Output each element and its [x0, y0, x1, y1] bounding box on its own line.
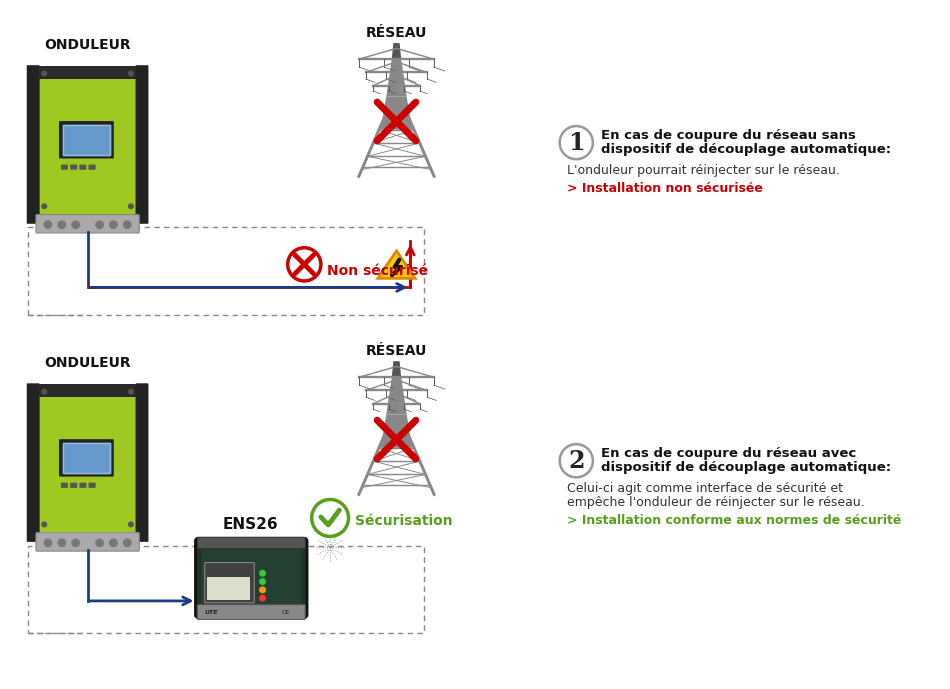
- Circle shape: [128, 389, 133, 394]
- FancyBboxPatch shape: [27, 383, 40, 542]
- FancyBboxPatch shape: [59, 121, 114, 158]
- Text: ENS26: ENS26: [223, 517, 278, 532]
- FancyBboxPatch shape: [88, 483, 96, 488]
- Text: 1: 1: [568, 131, 584, 154]
- Text: dispositif de découplage automatique:: dispositif de découplage automatique:: [601, 143, 891, 156]
- Circle shape: [45, 539, 51, 546]
- Circle shape: [124, 539, 131, 546]
- Text: UTE: UTE: [204, 610, 218, 615]
- Circle shape: [124, 221, 131, 228]
- Circle shape: [96, 221, 104, 228]
- Circle shape: [259, 570, 265, 576]
- Text: CE: CE: [282, 610, 290, 615]
- Circle shape: [259, 595, 265, 601]
- Circle shape: [128, 522, 133, 526]
- Circle shape: [58, 221, 66, 228]
- FancyBboxPatch shape: [198, 604, 305, 619]
- FancyBboxPatch shape: [39, 384, 137, 532]
- FancyBboxPatch shape: [27, 65, 40, 224]
- Text: dispositif de découplage automatique:: dispositif de découplage automatique:: [601, 461, 891, 474]
- FancyBboxPatch shape: [201, 549, 301, 612]
- FancyBboxPatch shape: [204, 562, 255, 603]
- Text: L'onduleur pourrait réinjecter sur le réseau.: L'onduleur pourrait réinjecter sur le ré…: [567, 164, 840, 177]
- Polygon shape: [381, 96, 412, 130]
- Circle shape: [42, 204, 47, 209]
- Text: RÉSEAU: RÉSEAU: [366, 26, 428, 40]
- Circle shape: [259, 587, 265, 593]
- FancyBboxPatch shape: [39, 384, 137, 397]
- Bar: [28, 546, 424, 633]
- Polygon shape: [391, 361, 401, 377]
- Circle shape: [72, 221, 79, 228]
- Polygon shape: [391, 43, 401, 59]
- Circle shape: [259, 579, 265, 584]
- Text: Non sécurisé: Non sécurisé: [328, 264, 428, 278]
- FancyBboxPatch shape: [207, 577, 250, 600]
- Polygon shape: [387, 377, 407, 415]
- FancyBboxPatch shape: [70, 165, 77, 169]
- FancyBboxPatch shape: [61, 483, 68, 488]
- Circle shape: [42, 71, 47, 76]
- Circle shape: [109, 539, 117, 546]
- Text: ONDULEUR: ONDULEUR: [45, 39, 131, 52]
- Polygon shape: [387, 59, 407, 96]
- FancyBboxPatch shape: [63, 443, 110, 473]
- Text: Celui-ci agit comme interface de sécurité et: Celui-ci agit comme interface de sécurit…: [567, 482, 843, 495]
- Text: empêche l'onduleur de réinjecter sur le réseau.: empêche l'onduleur de réinjecter sur le …: [567, 496, 864, 508]
- FancyBboxPatch shape: [36, 533, 140, 551]
- FancyBboxPatch shape: [39, 66, 137, 79]
- Circle shape: [42, 522, 47, 526]
- FancyBboxPatch shape: [80, 165, 86, 169]
- Text: 2: 2: [568, 449, 584, 473]
- Polygon shape: [378, 251, 415, 278]
- Circle shape: [45, 221, 51, 228]
- FancyBboxPatch shape: [136, 65, 148, 224]
- Circle shape: [96, 539, 104, 546]
- Text: > Installation conforme aux normes de sécurité: > Installation conforme aux normes de sé…: [567, 514, 902, 527]
- FancyBboxPatch shape: [196, 538, 307, 617]
- FancyBboxPatch shape: [39, 66, 137, 214]
- Circle shape: [560, 126, 593, 159]
- Text: En cas de coupure du réseau sans: En cas de coupure du réseau sans: [601, 129, 856, 142]
- FancyBboxPatch shape: [63, 125, 110, 155]
- Circle shape: [42, 389, 47, 394]
- FancyBboxPatch shape: [136, 383, 148, 542]
- Circle shape: [560, 444, 593, 477]
- Circle shape: [128, 204, 133, 209]
- FancyBboxPatch shape: [70, 483, 77, 488]
- Circle shape: [312, 500, 349, 536]
- FancyBboxPatch shape: [59, 439, 114, 477]
- Polygon shape: [381, 415, 412, 448]
- FancyBboxPatch shape: [80, 483, 86, 488]
- Circle shape: [58, 539, 66, 546]
- FancyBboxPatch shape: [198, 537, 305, 548]
- FancyBboxPatch shape: [36, 214, 140, 233]
- Bar: [28, 227, 424, 315]
- Circle shape: [128, 71, 133, 76]
- Text: RÉSEAU: RÉSEAU: [366, 344, 428, 358]
- Text: ONDULEUR: ONDULEUR: [45, 356, 131, 371]
- Text: > Installation non sécurisée: > Installation non sécurisée: [567, 183, 763, 195]
- Circle shape: [72, 539, 79, 546]
- Circle shape: [288, 248, 321, 281]
- FancyBboxPatch shape: [61, 165, 68, 169]
- FancyBboxPatch shape: [88, 165, 96, 169]
- Text: Sécurisation: Sécurisation: [355, 514, 452, 528]
- Circle shape: [109, 221, 117, 228]
- Text: En cas de coupure du réseau avec: En cas de coupure du réseau avec: [601, 447, 857, 460]
